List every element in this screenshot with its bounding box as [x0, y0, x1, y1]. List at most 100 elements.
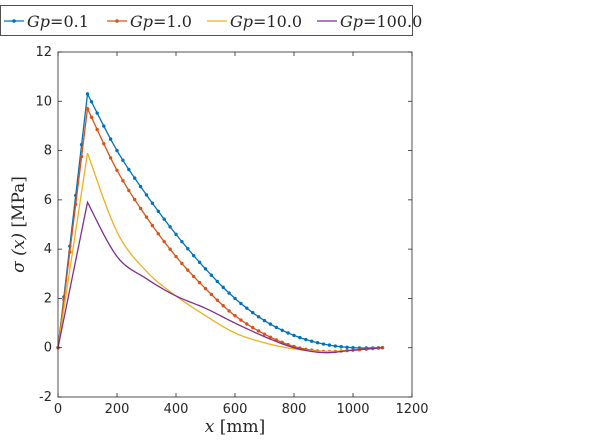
series-marker-1 [215, 298, 219, 302]
series-marker-0 [138, 184, 143, 189]
series-marker-0 [221, 285, 225, 290]
x-tick-label: 0 [54, 402, 62, 417]
series-marker-0 [333, 344, 337, 348]
y-tick-label: 2 [44, 291, 52, 306]
series-marker-1 [133, 197, 137, 202]
series-marker-1 [227, 309, 231, 313]
x-tick-label: 1000 [336, 402, 369, 417]
series-marker-0 [168, 225, 172, 229]
series-marker-0 [233, 296, 237, 301]
series-marker-1 [186, 268, 190, 272]
series-marker-0 [315, 341, 320, 345]
series-marker-0 [192, 253, 196, 258]
series-marker-0 [203, 267, 208, 271]
legend-label-0: Gp=0.1 [27, 12, 89, 31]
series-marker-1 [79, 154, 84, 159]
y-tick-label: 12 [35, 45, 52, 60]
series-marker-0 [197, 260, 202, 265]
legend: Gp=0.1 Gp=1.0 Gp=10.0 Gp=100.0 [0, 5, 422, 36]
legend-box [0, 5, 413, 36]
series-line-3 [57, 200, 383, 354]
series-marker-0 [239, 301, 243, 306]
series-marker-1 [74, 202, 78, 206]
series-marker-0 [108, 137, 113, 141]
series-marker-0 [310, 339, 314, 343]
series-marker-0 [115, 148, 119, 153]
series-marker-0 [351, 346, 355, 350]
y-tick-label: 0 [44, 341, 52, 356]
series-marker-0 [156, 209, 160, 213]
series-marker-0 [262, 318, 267, 323]
series-marker-0 [150, 201, 155, 205]
series-marker-1 [115, 168, 119, 172]
series-marker-1 [268, 335, 273, 339]
series-marker-1 [138, 206, 143, 211]
series-marker-1 [168, 247, 172, 251]
series-marker-0 [102, 124, 106, 128]
series-marker-0 [215, 279, 219, 284]
series-marker-1 [197, 280, 202, 285]
series-marker-0 [245, 306, 249, 310]
y-tick-label: 10 [35, 94, 52, 109]
series-marker-1 [121, 179, 125, 183]
series-marker-1 [209, 292, 214, 297]
series-marker-1 [239, 318, 243, 322]
series-layer [56, 91, 385, 354]
series-marker-0 [268, 322, 273, 326]
series-marker-0 [186, 247, 190, 251]
series-marker-1 [108, 156, 113, 160]
y-tick-label: 6 [44, 193, 52, 208]
series-marker-1 [144, 215, 149, 219]
series-marker-0 [95, 111, 99, 115]
series-marker-1 [233, 313, 237, 318]
series-marker-1 [221, 303, 225, 308]
series-marker-0 [327, 343, 332, 347]
series-marker-0 [174, 232, 178, 237]
series-marker-0 [304, 337, 308, 342]
series-marker-1 [192, 274, 196, 279]
series-marker-1 [262, 332, 267, 336]
y-axis-label: σ (x) [MPa] [9, 176, 29, 273]
series-marker-1 [256, 329, 261, 333]
series-marker-0 [209, 273, 214, 277]
series-marker-0 [121, 158, 125, 163]
series-marker-0 [292, 333, 296, 338]
series-marker-0 [345, 345, 349, 349]
series-marker-0 [89, 100, 94, 104]
series-marker-1 [156, 232, 160, 236]
series-marker-1 [85, 106, 90, 111]
series-marker-1 [245, 322, 249, 326]
series-marker-0 [251, 310, 255, 315]
series-marker-1 [68, 250, 72, 254]
legend-marker-0 [12, 19, 16, 23]
series-marker-1 [127, 188, 131, 193]
series-marker-0 [133, 176, 137, 180]
legend-label-1: Gp=1.0 [130, 12, 192, 31]
series-marker-0 [227, 291, 231, 295]
legend-marker-1 [115, 19, 119, 23]
series-marker-0 [339, 345, 343, 349]
series-marker-0 [274, 325, 278, 330]
series-marker-0 [162, 217, 166, 221]
y-tick-label: 4 [44, 242, 52, 257]
series-marker-1 [89, 115, 94, 119]
series-marker-0 [127, 167, 131, 172]
x-tick-label: 800 [282, 402, 307, 417]
series-marker-1 [102, 142, 106, 146]
x-tick-label: 600 [223, 402, 248, 417]
x-tick-label: 1200 [395, 402, 428, 417]
x-tick-label: 200 [105, 402, 130, 417]
y-tick-label: 8 [44, 144, 52, 159]
series-marker-0 [298, 335, 302, 340]
x-tick-label: 400 [164, 402, 189, 417]
x-axis-label: x [mm] [205, 417, 266, 437]
y-tick-label: -2 [39, 390, 52, 405]
series-marker-1 [150, 223, 155, 228]
legend-label-2: Gp=10.0 [230, 12, 302, 31]
legend-label-3: Gp=100.0 [340, 12, 422, 31]
series-marker-0 [180, 239, 184, 244]
plot-box [57, 51, 413, 398]
series-line-0 [57, 91, 383, 349]
